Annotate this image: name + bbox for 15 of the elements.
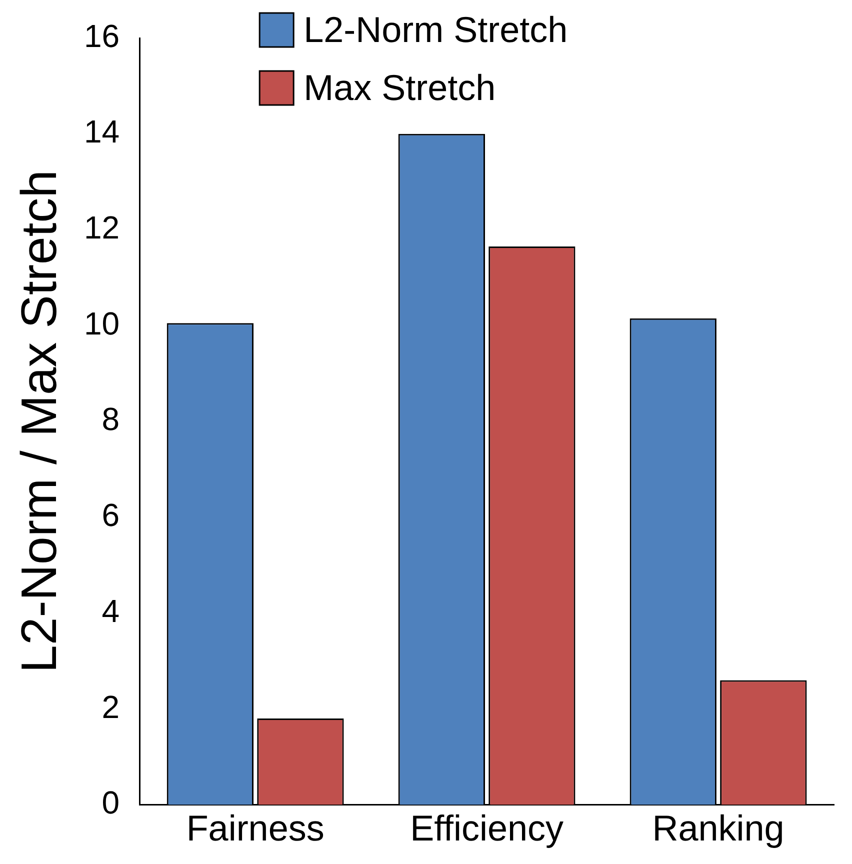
legend-label: Max Stretch: [304, 66, 496, 108]
y-tick-label: 8: [102, 401, 120, 438]
y-tick-label: 2: [102, 688, 120, 725]
y-tick-label: 14: [84, 114, 120, 150]
y-tick-label: 0: [102, 784, 120, 821]
y-tick-label: 10: [84, 305, 120, 342]
x-tick-label: Efficiency: [410, 807, 564, 848]
x-tick-label: Ranking: [652, 807, 784, 848]
legend-label: L2-Norm Stretch: [304, 8, 568, 50]
y-tick-label: 12: [84, 210, 120, 246]
y-tick-label: 16: [84, 18, 120, 54]
y-tick-label: 4: [102, 592, 120, 629]
x-tick-label: Fairness: [186, 807, 324, 848]
y-axis-title: L2-Norm / Max Stretch: [10, 170, 67, 673]
y-tick-label: 6: [102, 497, 120, 534]
